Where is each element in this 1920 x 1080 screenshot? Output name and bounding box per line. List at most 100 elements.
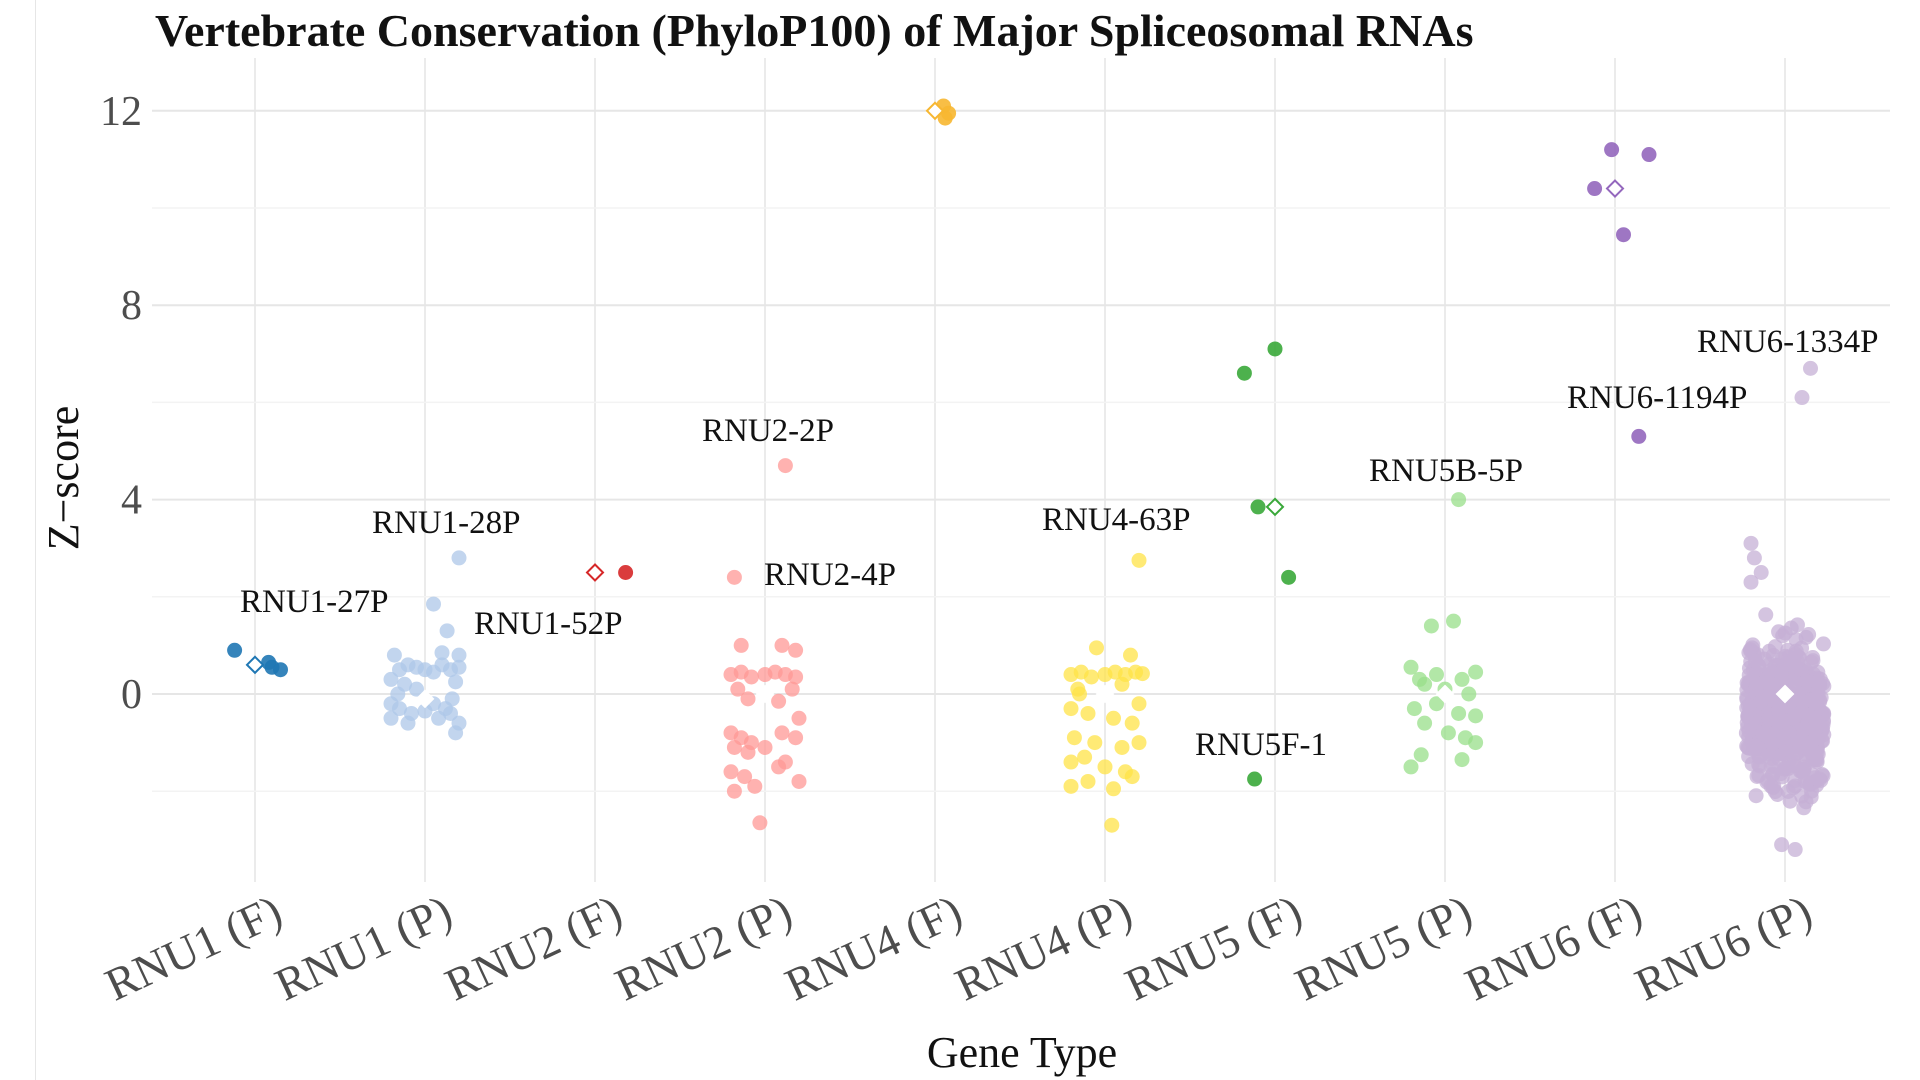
data-point xyxy=(788,730,804,746)
left-border-line xyxy=(35,0,36,1080)
data-point xyxy=(771,759,787,775)
data-point xyxy=(1741,645,1757,661)
data-point xyxy=(1787,842,1803,858)
data-point xyxy=(757,739,773,755)
data-point xyxy=(723,764,739,780)
data-point xyxy=(434,645,450,661)
data-point xyxy=(1809,674,1825,690)
data-point xyxy=(1446,613,1461,629)
data-point xyxy=(1134,666,1150,682)
data-point xyxy=(740,744,756,760)
data-point xyxy=(1063,778,1079,794)
data-point xyxy=(1083,669,1099,685)
annotation-label: RNU1-27P xyxy=(240,584,389,620)
x-tick-label: RNU2 (F) xyxy=(437,885,629,1011)
data-point xyxy=(1765,736,1781,752)
data-point xyxy=(1247,771,1263,787)
data-point xyxy=(1747,740,1763,756)
data-point xyxy=(1794,390,1810,406)
data-point xyxy=(1743,574,1759,590)
y-tick-label: 4 xyxy=(121,478,142,524)
data-point xyxy=(937,110,953,126)
data-point xyxy=(1124,715,1140,731)
data-point xyxy=(1774,769,1790,785)
data-point xyxy=(451,659,467,675)
data-point xyxy=(1080,705,1096,721)
data-point xyxy=(1417,676,1433,692)
data-point xyxy=(439,623,455,639)
y-tick-label: 8 xyxy=(121,283,142,329)
data-point xyxy=(1267,341,1283,357)
data-point xyxy=(1114,676,1130,692)
data-point xyxy=(1758,607,1774,623)
data-point xyxy=(1106,710,1121,726)
mean-diamond xyxy=(245,655,265,675)
data-point xyxy=(788,642,804,658)
data-point xyxy=(777,458,793,474)
data-point xyxy=(774,725,790,741)
data-point xyxy=(1124,769,1140,785)
annotation-label: RNU2-4P xyxy=(764,557,896,593)
data-point xyxy=(1451,492,1467,508)
data-point xyxy=(1406,701,1422,717)
data-point xyxy=(1072,686,1087,702)
data-point xyxy=(726,569,742,585)
mean-diamond xyxy=(585,563,605,582)
mean-diamond xyxy=(755,684,775,704)
data-point xyxy=(1468,735,1484,751)
data-point xyxy=(726,739,742,755)
mean-markers xyxy=(245,101,1795,709)
data-point xyxy=(1131,552,1147,568)
data-point xyxy=(1801,627,1817,643)
data-point xyxy=(1104,817,1120,833)
data-point xyxy=(1097,759,1113,775)
annotation-label: RNU2-2P xyxy=(702,413,834,449)
mean-diamond xyxy=(415,689,435,709)
data-point xyxy=(1454,671,1470,687)
x-tick-label: RNU6 (F) xyxy=(1457,885,1649,1011)
data-point xyxy=(1631,428,1647,444)
data-point xyxy=(1616,227,1631,243)
data-point xyxy=(1066,730,1082,746)
grid-lines xyxy=(152,58,1890,882)
data-point xyxy=(383,710,399,726)
data-point xyxy=(1468,708,1484,724)
data-point xyxy=(1250,499,1266,515)
data-point xyxy=(383,671,399,687)
annotation-label: RNU6-1334P xyxy=(1697,324,1879,360)
x-axis-ticks: RNU1 (F)RNU1 (P)RNU2 (F)RNU2 (P)RNU4 (F)… xyxy=(97,885,1819,1011)
mean-diamond xyxy=(1265,497,1285,517)
data-point xyxy=(1114,739,1130,755)
data-point xyxy=(1423,618,1439,634)
x-tick-label: RNU1 (F) xyxy=(97,885,289,1011)
annotation-label: RNU5F-1 xyxy=(1195,727,1327,763)
annotation-label: RNU5B-5P xyxy=(1369,453,1523,489)
data-point xyxy=(740,691,756,707)
data-point xyxy=(1468,664,1484,680)
data-point xyxy=(1748,788,1764,804)
data-point xyxy=(1753,565,1769,580)
data-point xyxy=(1106,781,1121,797)
point-annotations: RNU1-27P RNU1-28P RNU1-52P RNU2-2P RNU2-4P RN… xyxy=(240,324,1879,763)
data-point xyxy=(1803,654,1819,670)
data-point xyxy=(273,662,288,678)
annotation-label: RNU1-28P xyxy=(372,505,521,541)
data-point xyxy=(390,686,406,702)
annotation-label: RNU4-63P xyxy=(1042,502,1191,538)
data-point xyxy=(733,637,749,653)
data-point xyxy=(409,681,424,697)
data-point xyxy=(791,773,807,789)
data-point xyxy=(1063,754,1079,770)
chart-title: Vertebrate Conservation (PhyloP100) of M… xyxy=(155,5,1474,56)
data-point xyxy=(1767,639,1783,655)
annotation-label: RNU6-1194P xyxy=(1567,380,1747,416)
data-point xyxy=(1774,837,1790,853)
data-point xyxy=(1089,640,1104,656)
y-axis-title: Z−score xyxy=(39,406,88,551)
data-point xyxy=(448,674,464,690)
data-point xyxy=(771,693,787,709)
data-point xyxy=(1739,700,1755,716)
data-point xyxy=(1236,365,1252,381)
data-point xyxy=(1809,752,1825,768)
data-point xyxy=(1429,667,1444,683)
